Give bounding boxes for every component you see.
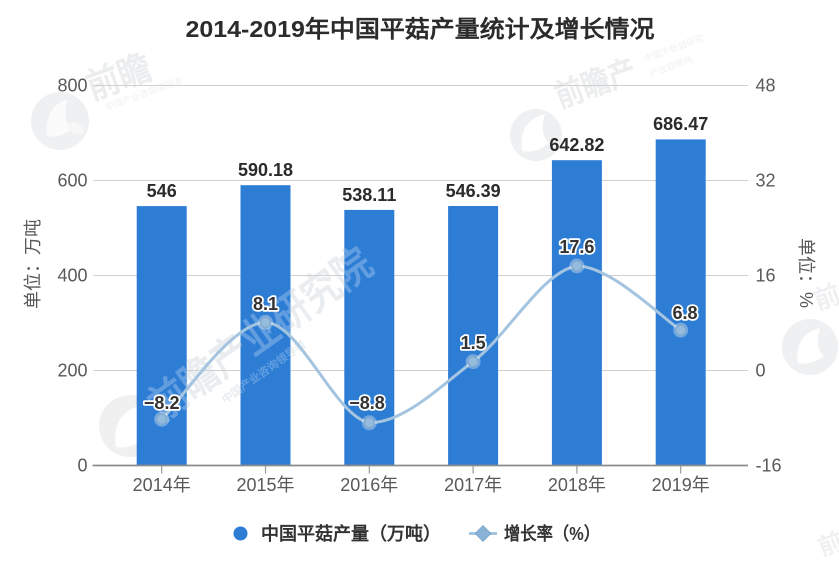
svg-text:200: 200 (57, 361, 87, 381)
svg-text:2016年: 2016年 (340, 475, 398, 495)
svg-text:6.8: 6.8 (672, 303, 697, 323)
svg-text:2018年: 2018年 (548, 475, 606, 495)
svg-text:2014-2019年中国平菇产量统计及增长情况: 2014-2019年中国平菇产量统计及增长情况 (186, 15, 656, 42)
svg-text:642.82: 642.82 (549, 135, 604, 155)
svg-text:686.47: 686.47 (653, 114, 708, 134)
svg-text:590.18: 590.18 (238, 160, 293, 180)
svg-text:−8.2: −8.2 (144, 393, 180, 413)
svg-text:2014年: 2014年 (133, 475, 191, 495)
svg-text:2019年: 2019年 (652, 475, 710, 495)
svg-text:1.5: 1.5 (461, 333, 486, 353)
svg-text:538.11: 538.11 (342, 185, 396, 205)
svg-text:400: 400 (57, 266, 87, 286)
svg-text:546.39: 546.39 (446, 181, 501, 201)
svg-text:8.1: 8.1 (253, 294, 278, 314)
svg-text:单位：万吨: 单位：万吨 (23, 219, 43, 309)
svg-text:546: 546 (147, 181, 177, 201)
svg-text:2015年: 2015年 (236, 475, 294, 495)
svg-text:17.6: 17.6 (559, 237, 594, 257)
svg-text:2017年: 2017年 (444, 475, 502, 495)
svg-text:0: 0 (756, 361, 766, 381)
svg-text:600: 600 (57, 171, 87, 191)
svg-text:16: 16 (756, 266, 776, 286)
svg-text:增长率（%）: 增长率（%） (504, 523, 600, 544)
svg-text:48: 48 (756, 76, 776, 96)
svg-text:0: 0 (77, 456, 87, 476)
svg-text:32: 32 (756, 171, 776, 191)
svg-text:−8.8: −8.8 (349, 393, 385, 413)
svg-text:中国平菇产量（万吨）: 中国平菇产量（万吨） (261, 523, 441, 544)
svg-text:800: 800 (57, 76, 87, 96)
svg-text:-16: -16 (756, 456, 782, 476)
svg-text:单位：%: 单位：% (796, 238, 816, 308)
